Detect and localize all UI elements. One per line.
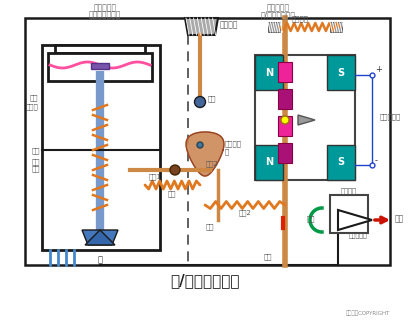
Polygon shape: [85, 230, 115, 245]
Polygon shape: [82, 230, 118, 245]
Text: 偏心凸轮: 偏心凸轮: [225, 140, 242, 147]
Text: 阀: 阀: [97, 255, 103, 264]
Text: 电/气阀门定位器: 电/气阀门定位器: [170, 273, 240, 288]
Circle shape: [281, 116, 289, 124]
Bar: [268, 22, 280, 32]
Circle shape: [197, 142, 203, 148]
Text: 气动放大器: 气动放大器: [348, 233, 367, 239]
Polygon shape: [338, 210, 372, 230]
Text: 杠杆2: 杠杆2: [206, 160, 218, 166]
Text: S: S: [337, 68, 344, 78]
Text: -: -: [375, 156, 378, 165]
Text: 轴: 轴: [225, 148, 229, 155]
Text: 虚线右边是: 虚线右边是: [266, 3, 290, 12]
Bar: [330, 195, 368, 233]
Text: 平衡弹簧: 平衡弹簧: [292, 15, 308, 22]
Text: 气动薄膜调节阀: 气动薄膜调节阀: [89, 10, 121, 19]
Bar: [278, 116, 292, 136]
Bar: [278, 143, 292, 163]
Bar: [48, 53, 152, 81]
Bar: [255, 55, 355, 180]
Circle shape: [195, 97, 205, 108]
Text: 气源: 气源: [395, 214, 404, 223]
Text: 输入电信号: 输入电信号: [380, 113, 401, 119]
Text: 恒节流孔: 恒节流孔: [341, 187, 357, 194]
Text: 平板: 平板: [31, 147, 40, 154]
Text: 滚杆: 滚杆: [31, 165, 40, 172]
Text: 弹簧: 弹簧: [168, 190, 176, 197]
Text: 力矩马达: 力矩马达: [220, 20, 238, 29]
Bar: [55, 45, 145, 53]
Text: N: N: [265, 157, 273, 167]
Text: 电/气阀门定位器: 电/气阀门定位器: [261, 10, 295, 19]
Bar: [255, 145, 283, 180]
Text: 挡板: 挡板: [206, 223, 214, 230]
Text: 挡板: 挡板: [264, 253, 272, 260]
Bar: [327, 145, 355, 180]
Text: 杠杆2: 杠杆2: [238, 209, 252, 216]
Polygon shape: [185, 18, 218, 35]
Bar: [91, 63, 109, 69]
Text: 滚轮: 滚轮: [208, 95, 216, 102]
Bar: [327, 55, 355, 90]
Bar: [255, 55, 283, 90]
Text: 气动
薄膜阀: 气动 薄膜阀: [25, 94, 38, 109]
Text: 滚杆: 滚杆: [31, 158, 40, 165]
Polygon shape: [186, 132, 224, 176]
Bar: [330, 22, 342, 32]
Circle shape: [170, 165, 180, 175]
Text: 虚线左边是: 虚线左边是: [93, 3, 117, 12]
Text: S: S: [337, 157, 344, 167]
Bar: [42, 45, 160, 250]
Text: 东方仿真COPYRIGHT: 东方仿真COPYRIGHT: [346, 310, 390, 316]
Bar: [25, 18, 390, 265]
Text: 杠杆1: 杠杆1: [148, 173, 162, 180]
Bar: [278, 89, 292, 109]
Polygon shape: [298, 115, 315, 125]
Text: +: +: [375, 65, 382, 74]
Bar: [278, 62, 292, 82]
Text: 喷嘴: 喷嘴: [306, 215, 315, 222]
Text: N: N: [265, 68, 273, 78]
